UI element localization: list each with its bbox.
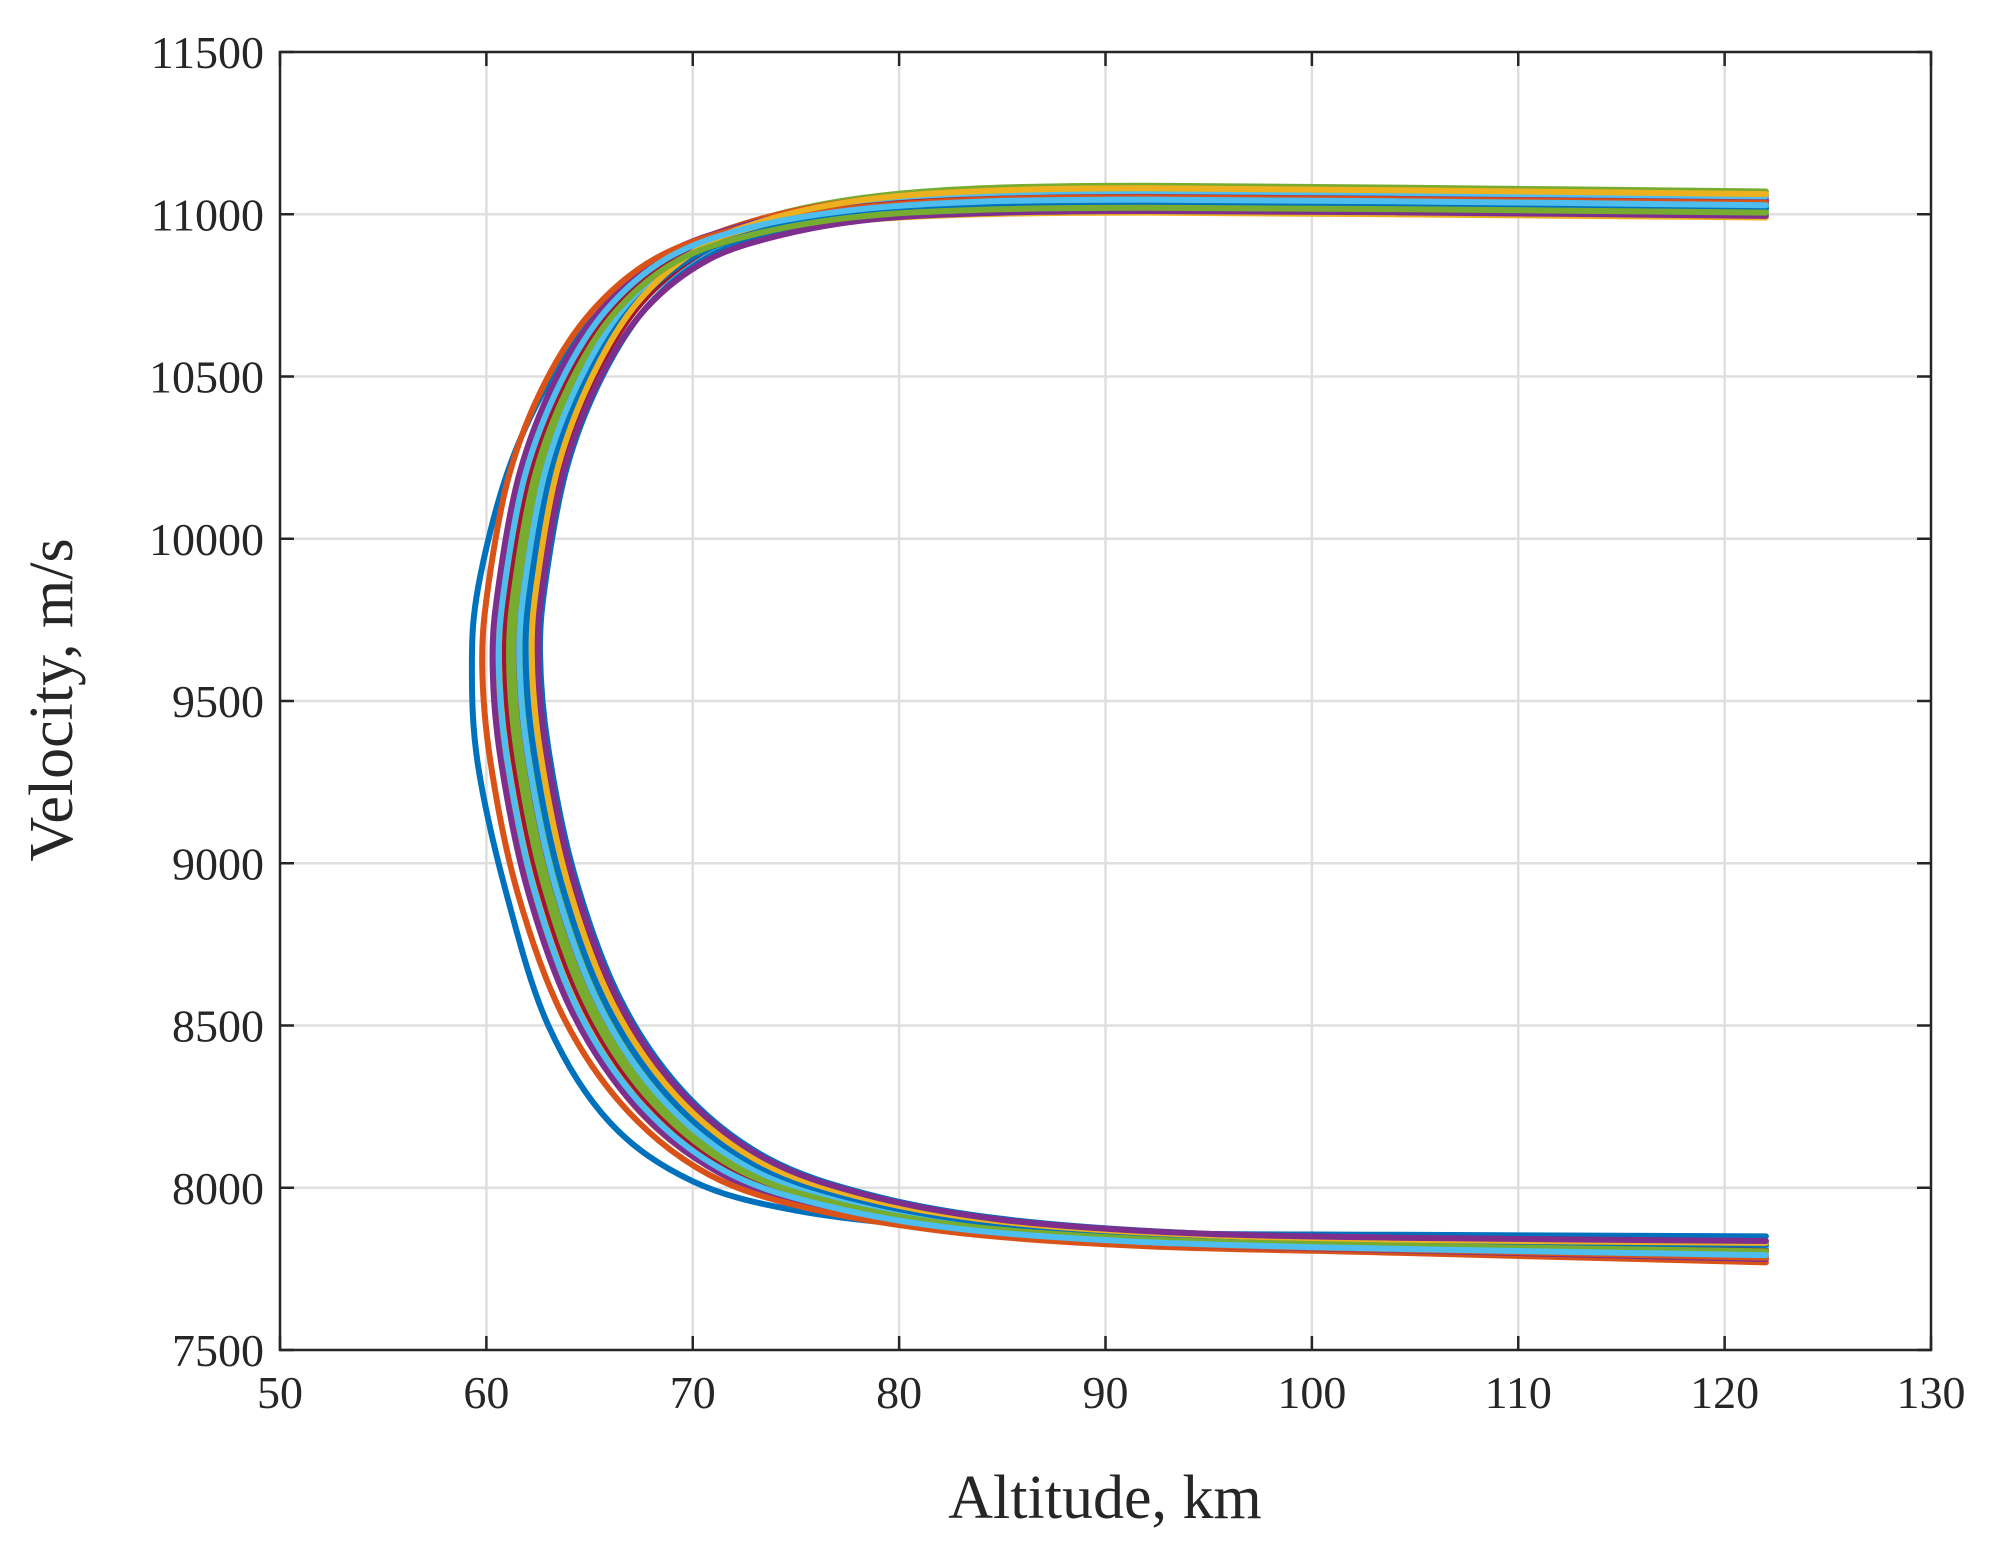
y-axis-label: Velocity, m/s (18, 538, 86, 861)
tick-marks (278, 50, 1933, 1352)
y-tick-label: 8000 (172, 1163, 264, 1214)
x-tick-label: 70 (670, 1367, 716, 1418)
y-tick-label: 11500 (151, 27, 264, 78)
trajectory-line-18 (534, 207, 1769, 1244)
x-tick-label: 90 (1083, 1367, 1129, 1418)
y-tick-label: 7500 (172, 1325, 264, 1376)
y-tick-label: 11000 (151, 189, 264, 240)
x-tick-label: 100 (1277, 1367, 1346, 1418)
x-tick-label: 60 (463, 1367, 509, 1418)
x-tick-label: 80 (876, 1367, 922, 1418)
x-tick-label: 120 (1690, 1367, 1759, 1418)
y-tick-label: 8500 (172, 1001, 264, 1052)
series-layer (468, 182, 1769, 1266)
y-tick-labels: 7500 8000 8500 9000 9500 10000 10500 11000 11500 (149, 27, 264, 1376)
y-tick-label: 10000 (149, 514, 264, 565)
x-tick-label: 110 (1485, 1367, 1552, 1418)
x-axis-label: Altitude, km (948, 1464, 1261, 1532)
x-tick-label: 130 (1897, 1367, 1966, 1418)
trajectory-line-20 (495, 196, 1769, 1259)
y-tick-label: 9500 (172, 676, 264, 727)
x-tick-labels: 50 60 70 80 90 100 110 120 130 (257, 1367, 1966, 1418)
y-tick-label: 9000 (172, 838, 264, 889)
y-tick-label: 10500 (149, 352, 264, 403)
x-tick-label: 50 (257, 1367, 303, 1418)
trajectory-line-19 (506, 204, 1769, 1255)
